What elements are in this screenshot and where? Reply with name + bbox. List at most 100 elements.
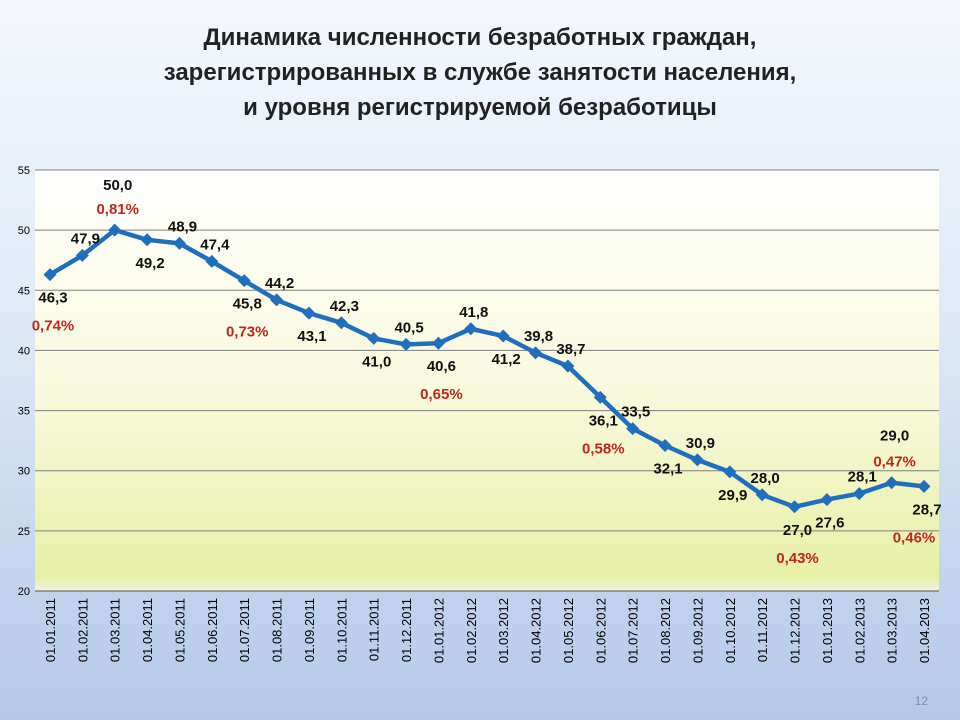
data-point bbox=[529, 346, 543, 360]
y-tick-label: 25 bbox=[18, 526, 30, 538]
x-tick-label: 01.03.2013 bbox=[885, 598, 900, 663]
data-label: 47,9 bbox=[71, 230, 100, 247]
data-label: 27,0 bbox=[783, 522, 812, 539]
data-point bbox=[43, 268, 57, 282]
x-tick-label: 01.04.2012 bbox=[529, 598, 544, 663]
data-point bbox=[140, 233, 154, 247]
data-label: 29,9 bbox=[718, 487, 747, 504]
rate-label: 0,74% bbox=[32, 318, 75, 335]
data-point bbox=[561, 359, 575, 373]
y-tick-label: 55 bbox=[18, 165, 30, 177]
plot-area bbox=[35, 170, 939, 591]
y-tick-label: 40 bbox=[18, 345, 30, 357]
data-point bbox=[334, 316, 348, 330]
rate-label: 0,47% bbox=[873, 454, 916, 471]
x-tick-label: 01.08.2012 bbox=[658, 598, 673, 663]
x-tick-label: 01.10.2012 bbox=[723, 598, 738, 663]
data-point bbox=[431, 336, 445, 350]
data-point bbox=[172, 236, 186, 250]
chart-title: Динамика численности безработных граждан… bbox=[0, 20, 960, 125]
data-label: 41,0 bbox=[362, 353, 391, 370]
data-point bbox=[626, 422, 640, 436]
data-label: 38,7 bbox=[556, 341, 585, 358]
data-point bbox=[399, 337, 413, 351]
y-tick-label: 50 bbox=[18, 225, 30, 237]
y-tick-label: 35 bbox=[18, 406, 30, 418]
x-tick-label: 01.04.2013 bbox=[917, 598, 932, 663]
x-tick-label: 01.01.2011 bbox=[43, 598, 58, 662]
x-tick-label: 01.06.2011 bbox=[205, 598, 220, 662]
data-label: 39,8 bbox=[524, 328, 553, 345]
x-tick-label: 01.02.2013 bbox=[852, 598, 867, 663]
rate-label: 0,73% bbox=[226, 324, 269, 341]
x-tick-label: 01.09.2011 bbox=[302, 598, 317, 662]
series-line bbox=[48, 227, 925, 510]
data-point bbox=[496, 329, 510, 343]
data-label: 45,8 bbox=[233, 296, 262, 313]
x-tick-label: 01.10.2011 bbox=[334, 598, 349, 662]
data-point bbox=[367, 331, 381, 345]
data-label: 28,1 bbox=[848, 469, 877, 486]
data-label: 43,1 bbox=[297, 328, 326, 345]
x-tick-label: 01.03.2011 bbox=[108, 598, 123, 662]
title-line-3: и уровня регистрируемой безработицы bbox=[243, 94, 717, 121]
rate-label: 0,81% bbox=[96, 201, 139, 218]
title-line-1: Динамика численности безработных граждан… bbox=[203, 24, 757, 51]
x-tick-label: 01.06.2012 bbox=[593, 598, 608, 663]
data-point bbox=[302, 306, 316, 320]
data-point bbox=[75, 248, 89, 262]
data-point bbox=[108, 223, 122, 237]
data-label: 40,5 bbox=[394, 319, 423, 336]
data-label: 41,2 bbox=[492, 351, 521, 368]
data-label: 44,2 bbox=[265, 275, 294, 292]
rate-labels: 0,74% 0,81% 0,73% 0,65% 0,58% 0,43% 0,47% 0,46% bbox=[32, 201, 936, 567]
rate-label: 0,65% bbox=[420, 386, 463, 403]
data-label: 41,8 bbox=[459, 304, 488, 321]
data-label: 32,1 bbox=[653, 460, 682, 477]
data-point bbox=[593, 390, 607, 404]
rate-label: 0,46% bbox=[893, 529, 936, 546]
x-tick-label: 01.09.2012 bbox=[690, 598, 705, 663]
data-point bbox=[723, 465, 737, 479]
x-tick-label: 01.05.2012 bbox=[561, 598, 576, 663]
data-label: 30,9 bbox=[686, 435, 715, 452]
rate-label: 0,58% bbox=[582, 440, 625, 457]
value-labels: 46,3 47,9 50,0 49,2 48,947,4 45,844,2 43,142,3… bbox=[38, 177, 941, 539]
data-label: 48,9 bbox=[168, 218, 197, 235]
data-point bbox=[788, 500, 802, 514]
x-tick-label: 01.07.2012 bbox=[626, 598, 641, 663]
series-markers bbox=[43, 223, 931, 514]
x-tick-label: 01.11.2011 bbox=[367, 598, 382, 661]
data-point bbox=[205, 254, 219, 268]
data-label: 28,7 bbox=[912, 501, 941, 518]
data-label: 42,3 bbox=[330, 298, 359, 315]
data-label: 49,2 bbox=[136, 255, 165, 272]
data-label: 40,6 bbox=[427, 358, 456, 375]
data-point bbox=[885, 476, 899, 490]
x-tick-label: 01.03.2012 bbox=[496, 598, 511, 663]
rate-label: 0,43% bbox=[776, 550, 819, 567]
data-label: 29,0 bbox=[880, 428, 909, 445]
x-tick-label: 01.12.2011 bbox=[399, 598, 414, 662]
y-tick-label: 45 bbox=[18, 285, 30, 297]
data-point bbox=[755, 488, 769, 502]
data-label: 46,3 bbox=[38, 290, 67, 307]
data-point bbox=[464, 322, 478, 336]
page-number: 12 bbox=[914, 694, 928, 708]
series-path bbox=[48, 227, 925, 510]
data-point bbox=[820, 493, 834, 507]
x-tick-label: 01.08.2011 bbox=[270, 598, 285, 662]
y-tick-label: 20 bbox=[18, 586, 30, 598]
data-label: 47,4 bbox=[200, 236, 230, 253]
data-point bbox=[658, 438, 672, 452]
x-tick-label: 01.02.2011 bbox=[75, 598, 90, 662]
data-label: 36,1 bbox=[589, 412, 618, 429]
data-point bbox=[270, 293, 284, 307]
data-label: 28,0 bbox=[751, 470, 780, 487]
x-axis-ticks: 01.01.2011 01.02.2011 01.03.2011 01.04.2011… bbox=[43, 598, 932, 663]
y-tick-label: 30 bbox=[18, 466, 30, 478]
data-label: 50,0 bbox=[103, 177, 132, 194]
data-point bbox=[917, 479, 931, 493]
gridlines bbox=[35, 169, 939, 592]
